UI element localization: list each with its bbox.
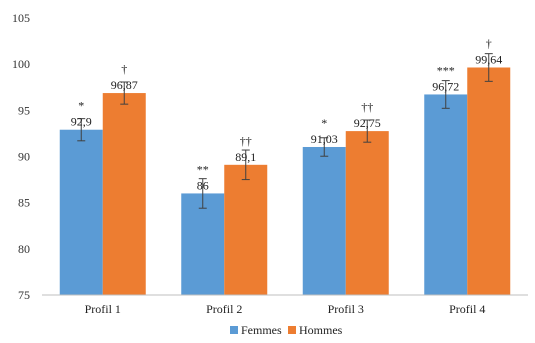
x-tick-label: Profil 2 bbox=[206, 302, 242, 316]
bars-layer: 92,9 * 96,87 † 86 ** 89,1 †† 91,03 * 92,75 †† 96,72 *… bbox=[59, 36, 511, 296]
y-tick-label: 105 bbox=[12, 11, 30, 25]
y-tick-label: 85 bbox=[18, 196, 30, 210]
x-tick-label: Profil 1 bbox=[85, 302, 121, 316]
data-label: 99,64 bbox=[475, 52, 502, 66]
x-tick-label: Profil 3 bbox=[328, 302, 364, 316]
significance-marker: † bbox=[121, 62, 127, 76]
significance-marker: †† bbox=[361, 100, 373, 114]
bar bbox=[345, 131, 389, 295]
bar bbox=[181, 193, 225, 295]
bar bbox=[302, 146, 346, 295]
y-tick-label: 80 bbox=[18, 242, 30, 256]
y-tick-label: 90 bbox=[18, 150, 30, 164]
bar bbox=[467, 67, 511, 296]
data-label: 92,9 bbox=[71, 115, 92, 129]
y-axis: 75 80 85 90 95 100 105 bbox=[12, 11, 30, 302]
y-tick-label: 95 bbox=[18, 103, 30, 117]
bar bbox=[102, 93, 146, 295]
legend: Femmes Hommes bbox=[230, 323, 343, 337]
y-tick-label: 75 bbox=[18, 288, 30, 302]
data-label: 96,72 bbox=[432, 79, 459, 93]
significance-marker: † bbox=[486, 36, 492, 50]
significance-marker: †† bbox=[240, 134, 252, 148]
legend-label: Femmes bbox=[241, 323, 282, 337]
legend-swatch bbox=[230, 326, 238, 334]
bar bbox=[59, 129, 103, 295]
legend-swatch bbox=[288, 326, 296, 334]
significance-marker: * bbox=[78, 99, 84, 113]
data-label: 91,03 bbox=[311, 132, 338, 146]
x-tick-label: Profil 4 bbox=[449, 302, 485, 316]
significance-marker: *** bbox=[437, 63, 455, 77]
x-axis: Profil 1 Profil 2 Profil 3 Profil 4 bbox=[42, 294, 528, 316]
significance-marker: * bbox=[321, 116, 327, 130]
data-label: 86 bbox=[197, 178, 209, 192]
significance-marker: ** bbox=[197, 162, 209, 176]
data-label: 96,87 bbox=[111, 78, 138, 92]
data-label: 92,75 bbox=[354, 116, 381, 130]
data-label: 89,1 bbox=[235, 150, 256, 164]
bar bbox=[224, 164, 268, 295]
bar bbox=[424, 94, 468, 296]
y-tick-label: 100 bbox=[12, 57, 30, 71]
legend-label: Hommes bbox=[299, 323, 343, 337]
